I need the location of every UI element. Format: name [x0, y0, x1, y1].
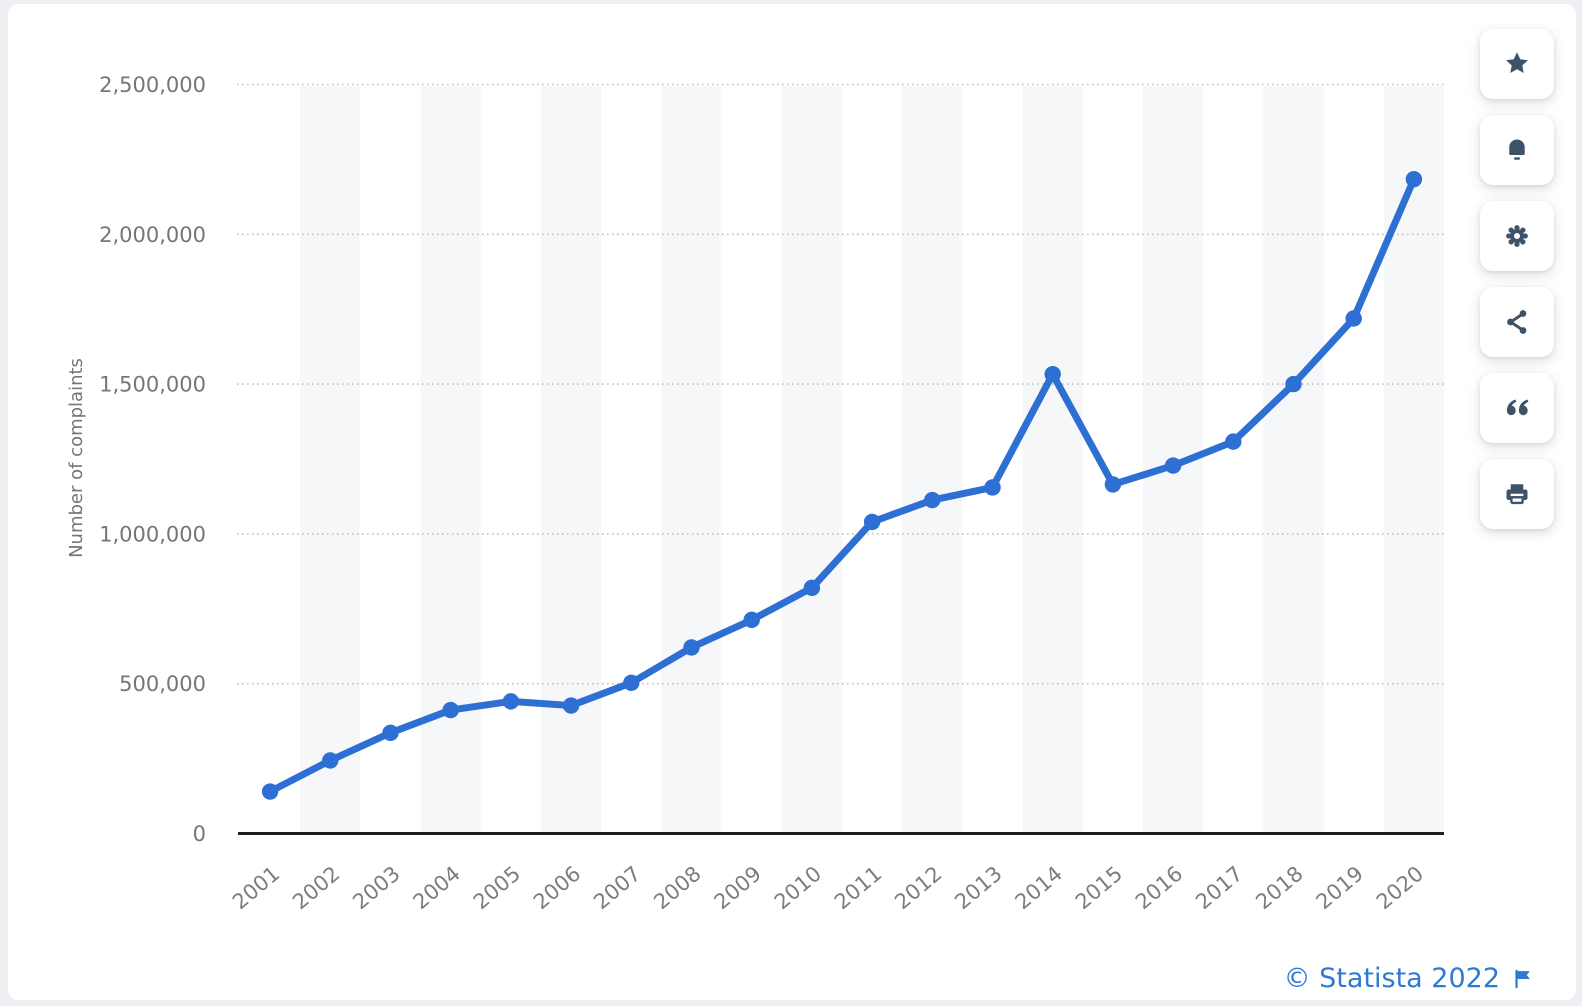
y-tick-label: 500,000: [119, 672, 206, 696]
year-column-stripe: [541, 86, 602, 834]
y-tick-label: 2,500,000: [99, 73, 206, 97]
x-tick-label: 2007: [589, 861, 645, 914]
data-point-2010[interactable]: [803, 579, 821, 597]
data-point-2017[interactable]: [1225, 433, 1242, 450]
y-tick-label: 1,000,000: [99, 522, 206, 546]
data-point-2005[interactable]: [502, 693, 520, 710]
year-column-stripe: [902, 86, 963, 834]
year-column-stripe: [1263, 86, 1324, 834]
y-tick-label: 1,500,000: [99, 373, 206, 397]
data-point-2002[interactable]: [322, 752, 339, 769]
data-point-2001[interactable]: [261, 783, 279, 800]
x-tick-label: 2019: [1312, 861, 1368, 914]
statista-credit: © Statista 2022: [1284, 963, 1534, 994]
x-tick-label: 2018: [1251, 861, 1307, 914]
y-axis-title: Number of complaints: [66, 358, 87, 558]
year-column-stripe: [781, 86, 842, 834]
data-point-2020[interactable]: [1405, 170, 1423, 188]
data-point-2013[interactable]: [984, 479, 1001, 496]
data-point-2018[interactable]: [1285, 375, 1302, 393]
data-point-2014[interactable]: [1044, 366, 1061, 383]
star-icon: [1502, 49, 1532, 79]
x-tick-label: 2020: [1372, 861, 1428, 914]
cite-button[interactable]: [1480, 373, 1554, 443]
quote-icon: [1501, 392, 1533, 424]
data-point-2006[interactable]: [562, 697, 580, 714]
data-point-2015[interactable]: [1104, 476, 1122, 493]
x-tick-label: 2017: [1191, 861, 1247, 914]
data-point-2012[interactable]: [924, 491, 941, 509]
data-series-line: [266, 175, 1418, 796]
print-icon: [1502, 479, 1532, 509]
data-point-2009[interactable]: [743, 611, 760, 629]
credit-text[interactable]: © Statista 2022: [1283, 963, 1500, 994]
toolbar: [1480, 29, 1554, 545]
data-point-2019[interactable]: [1345, 310, 1362, 327]
bell-icon: [1502, 135, 1532, 165]
x-tick-label: 2011: [830, 861, 886, 914]
share-button[interactable]: [1480, 287, 1554, 357]
data-point-2016[interactable]: [1164, 457, 1182, 474]
flag-icon[interactable]: [1512, 968, 1534, 990]
data-point-2003[interactable]: [382, 724, 399, 742]
x-tick-label: 2006: [529, 861, 585, 914]
year-column-stripe: [661, 86, 722, 834]
x-tick-label: 2013: [950, 861, 1006, 914]
x-tick-label: 2016: [1131, 861, 1187, 914]
data-point-2004[interactable]: [442, 701, 459, 719]
x-tick-label: 2009: [710, 861, 766, 914]
year-column-stripe: [1383, 86, 1444, 834]
x-tick-label: 2005: [469, 861, 525, 914]
y-tick-label: 2,000,000: [99, 223, 206, 247]
y-tick-label: 0: [193, 822, 206, 846]
share-icon: [1502, 307, 1532, 337]
year-column-stripe: [1022, 86, 1083, 834]
x-tick-label: 2012: [890, 861, 946, 914]
favorite-button[interactable]: [1480, 29, 1554, 99]
print-button[interactable]: [1480, 459, 1554, 529]
x-tick-label: 2003: [348, 861, 404, 914]
x-tick-label: 2008: [649, 861, 705, 914]
gear-icon: [1502, 221, 1532, 251]
x-tick-label: 2014: [1011, 861, 1067, 914]
x-tick-label: 2001: [228, 861, 284, 914]
x-tick-label: 2010: [770, 861, 826, 914]
data-point-2011[interactable]: [863, 513, 881, 531]
x-tick-label: 2002: [288, 861, 344, 914]
x-tick-label: 2015: [1071, 861, 1127, 914]
data-point-2008[interactable]: [683, 639, 700, 656]
x-tick-label: 2004: [409, 861, 465, 914]
notifications-button[interactable]: [1480, 115, 1554, 185]
data-point-2007[interactable]: [623, 674, 640, 692]
settings-button[interactable]: [1480, 201, 1554, 271]
year-column-stripe: [300, 86, 361, 834]
